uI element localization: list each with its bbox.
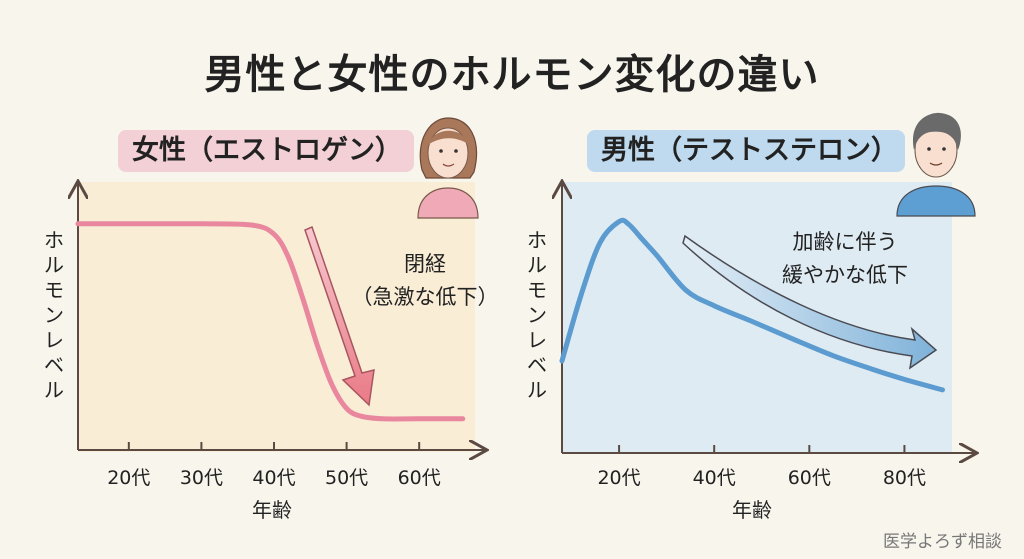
x-tick-label: 20代 <box>107 467 151 489</box>
page-title: 男性と女性のホルモン変化の違い <box>204 52 820 98</box>
male-hormone-line <box>559 217 945 393</box>
sharp-decline-arrow-icon <box>304 225 375 407</box>
annotation-line: 加齢に伴う <box>792 230 898 254</box>
gradual-decline-arrow-icon <box>682 234 938 370</box>
credit-watermark: 医学よろず相談 <box>883 532 1002 552</box>
x-tick-label: 60代 <box>397 467 441 489</box>
male-annotation: 加齢に伴う 緩やかな低下 <box>760 226 930 292</box>
male-x-axis-label: 年齢 <box>732 498 772 522</box>
female-annotation: 閉経 （急激な低下） <box>340 248 510 314</box>
female-hormone-line <box>75 221 466 422</box>
x-tick-label: 80代 <box>882 467 927 489</box>
x-tick-label: 30代 <box>179 467 223 489</box>
x-tick-label: 50代 <box>324 467 369 489</box>
x-tick-label: 60代 <box>787 467 831 489</box>
female-y-axis-label: ホルモンレベル <box>44 228 64 402</box>
female-plot-area <box>78 182 475 452</box>
x-tick-label: 40代 <box>252 467 296 489</box>
annotation-line: 閉経 <box>404 252 446 276</box>
annotation-line: （急激な低下） <box>351 285 499 309</box>
x-tick-label: 40代 <box>692 467 736 489</box>
female-chart-title: 女性（エストロゲン） <box>118 130 414 172</box>
woman-avatar-icon <box>417 117 479 219</box>
man-avatar-icon <box>896 112 976 217</box>
male-chart-title: 男性（テストステロン） <box>587 130 905 172</box>
x-tick-label: 20代 <box>597 467 641 489</box>
male-plot-area <box>562 182 952 452</box>
female-x-axis-label: 年齢 <box>252 498 292 522</box>
annotation-line: 緩やかな低下 <box>782 263 908 287</box>
male-y-axis-label: ホルモンレベル <box>527 228 547 402</box>
